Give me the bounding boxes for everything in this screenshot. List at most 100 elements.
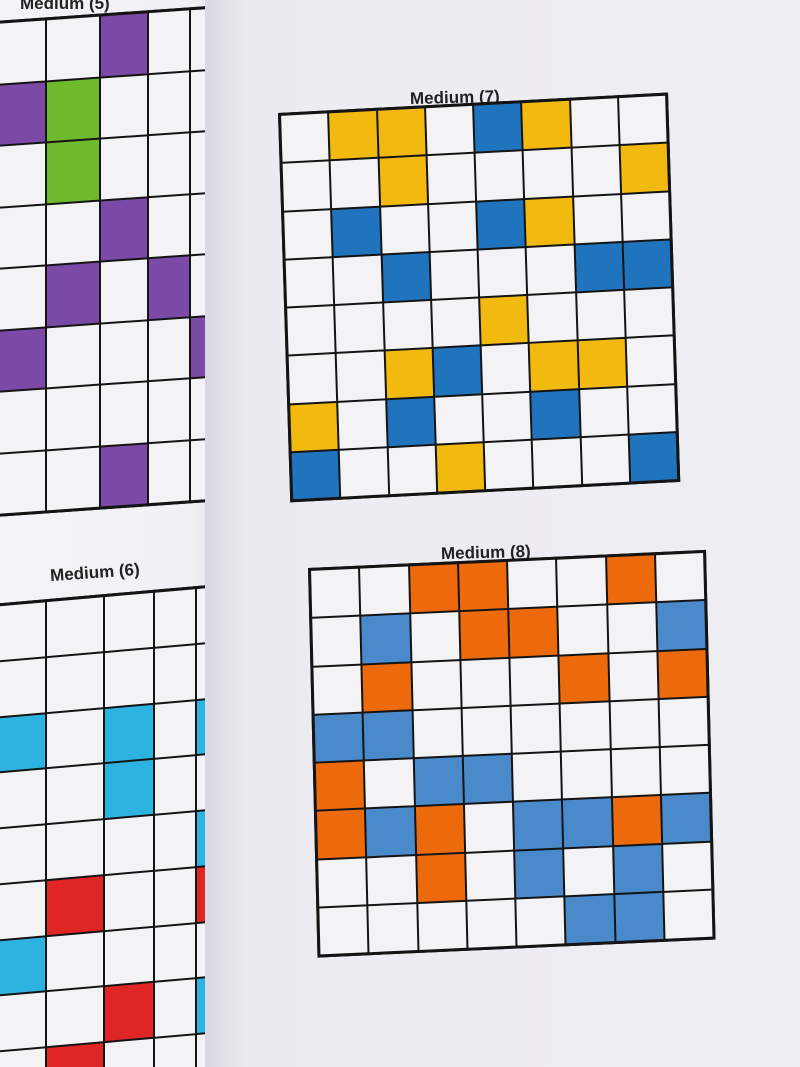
grid-cell-empty	[410, 612, 460, 661]
grid-cell-empty	[662, 842, 712, 891]
grid-cell-filled	[363, 711, 413, 760]
grid-cell-empty	[484, 440, 533, 490]
grid-cell-filled	[377, 108, 426, 157]
grid-cell-filled	[606, 555, 655, 604]
grid-cell-empty	[338, 399, 387, 449]
grid-cell-empty	[0, 389, 45, 454]
grid-cell-empty	[0, 992, 45, 1052]
grid-cell-empty	[532, 437, 581, 487]
grid-cell-filled	[149, 256, 189, 319]
grid-cell-filled	[409, 564, 458, 613]
grid-cell-empty	[149, 133, 189, 196]
grid-cell-empty	[572, 146, 620, 196]
grid-cell-empty	[149, 440, 189, 504]
grid-cell-empty	[47, 201, 99, 265]
grid-cell-empty	[155, 812, 195, 870]
grid-cell-empty	[47, 324, 99, 388]
grid-cell-filled	[315, 761, 365, 810]
grid-cell-empty	[0, 602, 45, 662]
grid-cell-empty	[155, 1035, 195, 1067]
grid-cell-filled	[105, 983, 153, 1042]
grid-cell-empty	[581, 435, 629, 485]
grid-cell-empty	[388, 445, 436, 495]
grid-cell-empty	[288, 354, 337, 403]
grid-cell-empty	[0, 881, 45, 941]
grid-cell-empty	[462, 706, 511, 755]
grid-cell-empty	[0, 143, 45, 208]
grid-cell-empty	[47, 16, 99, 80]
grid-cell-empty	[149, 194, 189, 258]
grid-cell-empty	[101, 136, 147, 200]
grid-cell-empty	[155, 868, 195, 926]
grid-cell-empty	[512, 752, 562, 801]
puzzle-title: Medium (5)	[20, 0, 110, 13]
grid-cell-empty	[47, 597, 103, 656]
grid-cell-empty	[0, 1048, 45, 1067]
grid-cell-filled	[47, 78, 99, 142]
grid-cell-empty	[105, 1039, 153, 1067]
grid-cell-empty	[105, 871, 153, 930]
grid-cell-empty	[611, 748, 660, 797]
grid-cell-empty	[461, 658, 510, 707]
grid-cell-empty	[660, 745, 709, 795]
grid-cell-empty	[475, 151, 524, 201]
grid-cell-empty	[560, 702, 610, 751]
grid-cell-empty	[360, 566, 409, 615]
grid-cell-filled	[522, 100, 571, 150]
grid-cell-empty	[413, 708, 462, 758]
grid-cell-filled	[559, 653, 609, 703]
grid-cell-empty	[430, 250, 479, 299]
grid-cell-empty	[0, 658, 45, 718]
grid-cell-empty	[483, 392, 531, 441]
grid-cell-empty	[330, 159, 379, 208]
grid-cell-filled	[385, 349, 433, 398]
grid-cell-empty	[618, 95, 667, 145]
grid-cell-filled	[477, 199, 525, 249]
grid-cell-empty	[281, 113, 329, 163]
grid-cell-empty	[101, 259, 147, 323]
grid-cell-empty	[47, 931, 103, 991]
grid-cell-filled	[613, 844, 663, 893]
grid-cell-filled	[416, 853, 466, 902]
grid-cell-filled	[291, 450, 340, 500]
grid-cell-filled	[575, 242, 623, 292]
grid-cell-empty	[528, 293, 577, 343]
grid-cell-empty	[155, 756, 195, 814]
grid-cell-filled	[290, 402, 338, 452]
grid-cell-filled	[47, 139, 99, 203]
grid-cell-filled	[480, 295, 528, 345]
grid-cell-filled	[332, 207, 381, 256]
grid-cell-filled	[578, 339, 626, 388]
grid-cell-empty	[427, 153, 476, 203]
grid-cell-empty	[336, 351, 385, 401]
grid-cell-empty	[434, 394, 483, 444]
grid-cell-empty	[105, 648, 153, 707]
grid-cell-filled	[316, 809, 366, 859]
grid-cell-filled	[657, 601, 706, 650]
grid-cell-empty	[570, 98, 619, 147]
grid-cell-filled	[414, 757, 463, 806]
grid-cell-empty	[101, 74, 147, 138]
grid-cell-filled	[101, 197, 147, 261]
grid-cell-filled	[0, 327, 45, 392]
grid-cell-filled	[101, 443, 147, 507]
grid-cell-empty	[105, 592, 153, 651]
grid-cell-empty	[284, 209, 332, 259]
grid-cell-empty	[155, 979, 195, 1037]
grid-cell-empty	[511, 704, 560, 753]
grid-cell-empty	[47, 820, 103, 880]
puzzle-grid	[0, 583, 235, 1067]
grid-cell-empty	[47, 653, 103, 712]
grid-cell-empty	[47, 708, 103, 768]
grid-cell-empty	[47, 385, 99, 449]
grid-cell-empty	[149, 10, 189, 73]
grid-cell-filled	[460, 610, 509, 659]
grid-cell-empty	[319, 906, 368, 955]
grid-cell-empty	[626, 336, 675, 386]
grid-cell-empty	[655, 553, 705, 602]
grid-cell-filled	[474, 103, 522, 152]
grid-cell-empty	[564, 846, 613, 896]
grid-cell-filled	[629, 432, 678, 482]
grid-cell-filled	[105, 760, 153, 819]
grid-cell-empty	[516, 897, 565, 946]
